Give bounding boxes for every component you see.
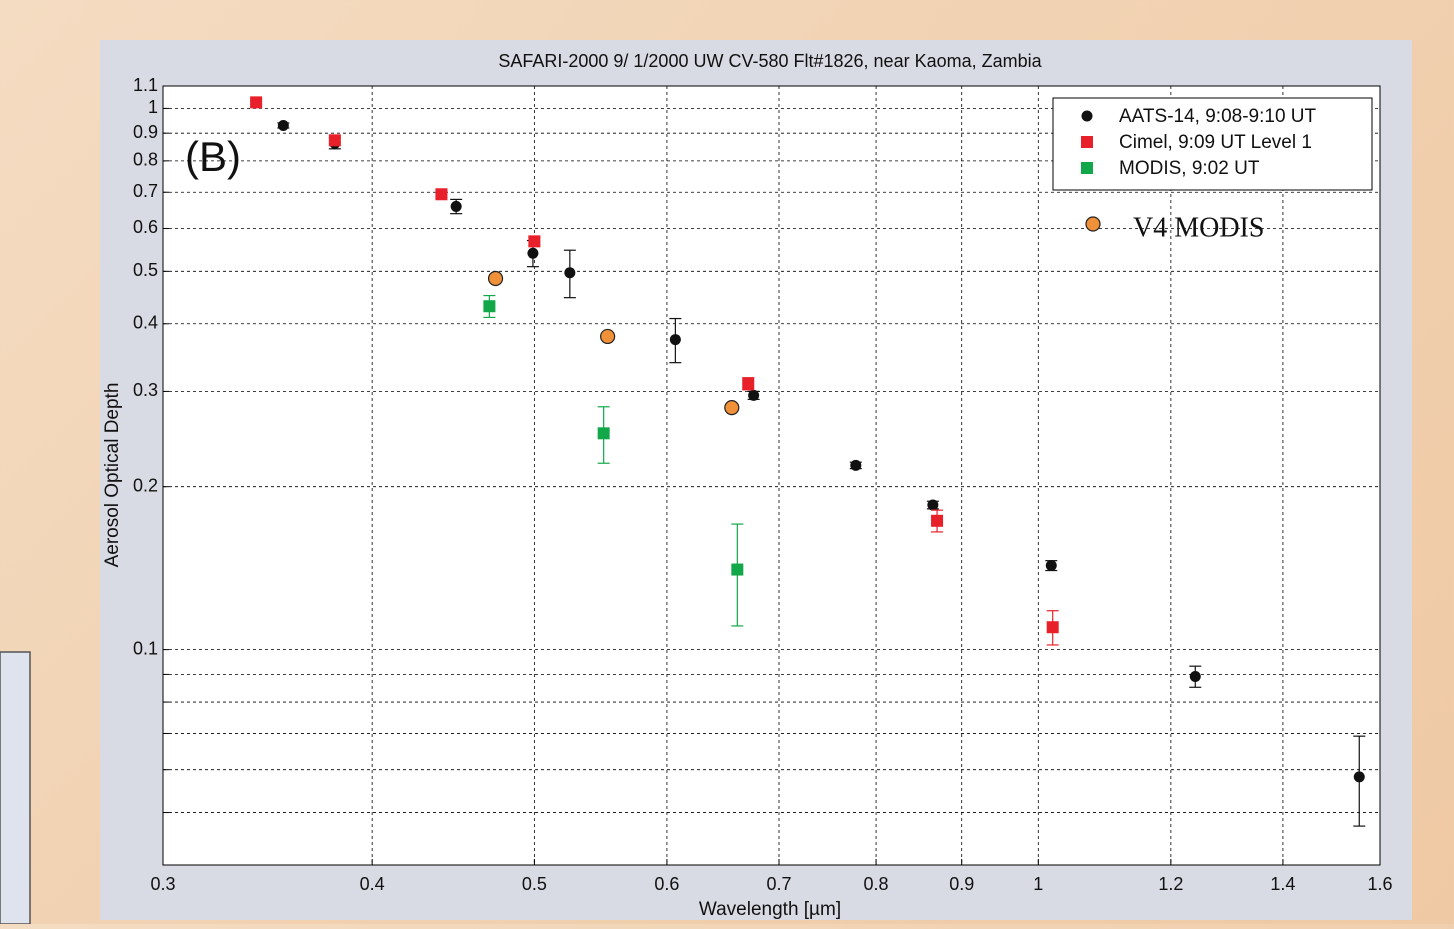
annotation: (B) (185, 133, 241, 180)
point (527, 247, 539, 259)
point (731, 563, 744, 576)
legend-marker (1085, 216, 1101, 232)
y-tick-label: 0.1 (133, 638, 158, 658)
y-tick-label: 0.8 (133, 150, 158, 170)
point (927, 499, 939, 511)
x-tick-label: 0.5 (522, 874, 547, 894)
point (748, 389, 760, 401)
point (435, 188, 448, 201)
y-tick-label: 0.9 (133, 122, 158, 142)
legend-label: MODIS, 9:02 UT (1119, 158, 1260, 179)
x-tick-label: 0.3 (150, 874, 175, 894)
legend-marker (1081, 110, 1093, 122)
chart-title: SAFARI-2000 9/ 1/2000 UW CV-580 Flt#1826… (498, 51, 1042, 71)
point (1353, 771, 1365, 783)
y-tick-label: 0.3 (133, 380, 158, 400)
point (931, 514, 944, 527)
x-tick-label: 0.7 (766, 874, 791, 894)
point (1189, 670, 1201, 682)
point (483, 300, 496, 313)
y-tick-label: 0.5 (133, 260, 158, 280)
legend-box (1052, 97, 1373, 191)
point (597, 427, 610, 440)
x-tick-label: 0.6 (654, 874, 679, 894)
legend-label: Cimel, 9:09 UT Level 1 (1119, 132, 1312, 153)
point (528, 235, 541, 248)
point (600, 328, 616, 345)
plot-area (162, 85, 1381, 866)
point (742, 377, 755, 390)
point (850, 459, 862, 471)
point (487, 270, 504, 287)
x-tick-label: 1 (1033, 874, 1043, 894)
point (1046, 621, 1059, 634)
y-tick-label: 1.1 (133, 75, 158, 95)
y-tick-label: 0.6 (133, 217, 158, 237)
y-axis-label: Aerosol Optical Depth (102, 383, 123, 568)
x-tick-label: 0.9 (949, 874, 974, 894)
y-tick-label: 0.7 (133, 181, 158, 201)
x-tick-label: 0.8 (864, 874, 889, 894)
x-tick-label: 1.6 (1367, 874, 1392, 894)
legend-marker (1081, 136, 1093, 148)
x-tick-label: 0.4 (360, 874, 385, 894)
point (1045, 560, 1057, 572)
side-panel (0, 651, 31, 925)
point (669, 334, 681, 346)
point (450, 200, 462, 212)
point (564, 267, 576, 279)
legend-label: AATS-14, 9:08-9:10 UT (1119, 106, 1317, 127)
legend-marker (1081, 162, 1093, 174)
x-axis-label: Wavelength [µm] (699, 899, 841, 920)
x-tick-label: 1.4 (1270, 874, 1295, 894)
y-tick-label: 0.4 (133, 313, 158, 333)
y-tick-label: 0.2 (133, 475, 158, 495)
point (724, 400, 740, 416)
x-tick-label: 1.2 (1158, 874, 1183, 894)
point (250, 96, 263, 109)
y-tick-label: 1 (148, 97, 158, 117)
point (328, 134, 341, 147)
point (277, 119, 289, 131)
legend-label: V4 MODIS (1133, 212, 1264, 243)
